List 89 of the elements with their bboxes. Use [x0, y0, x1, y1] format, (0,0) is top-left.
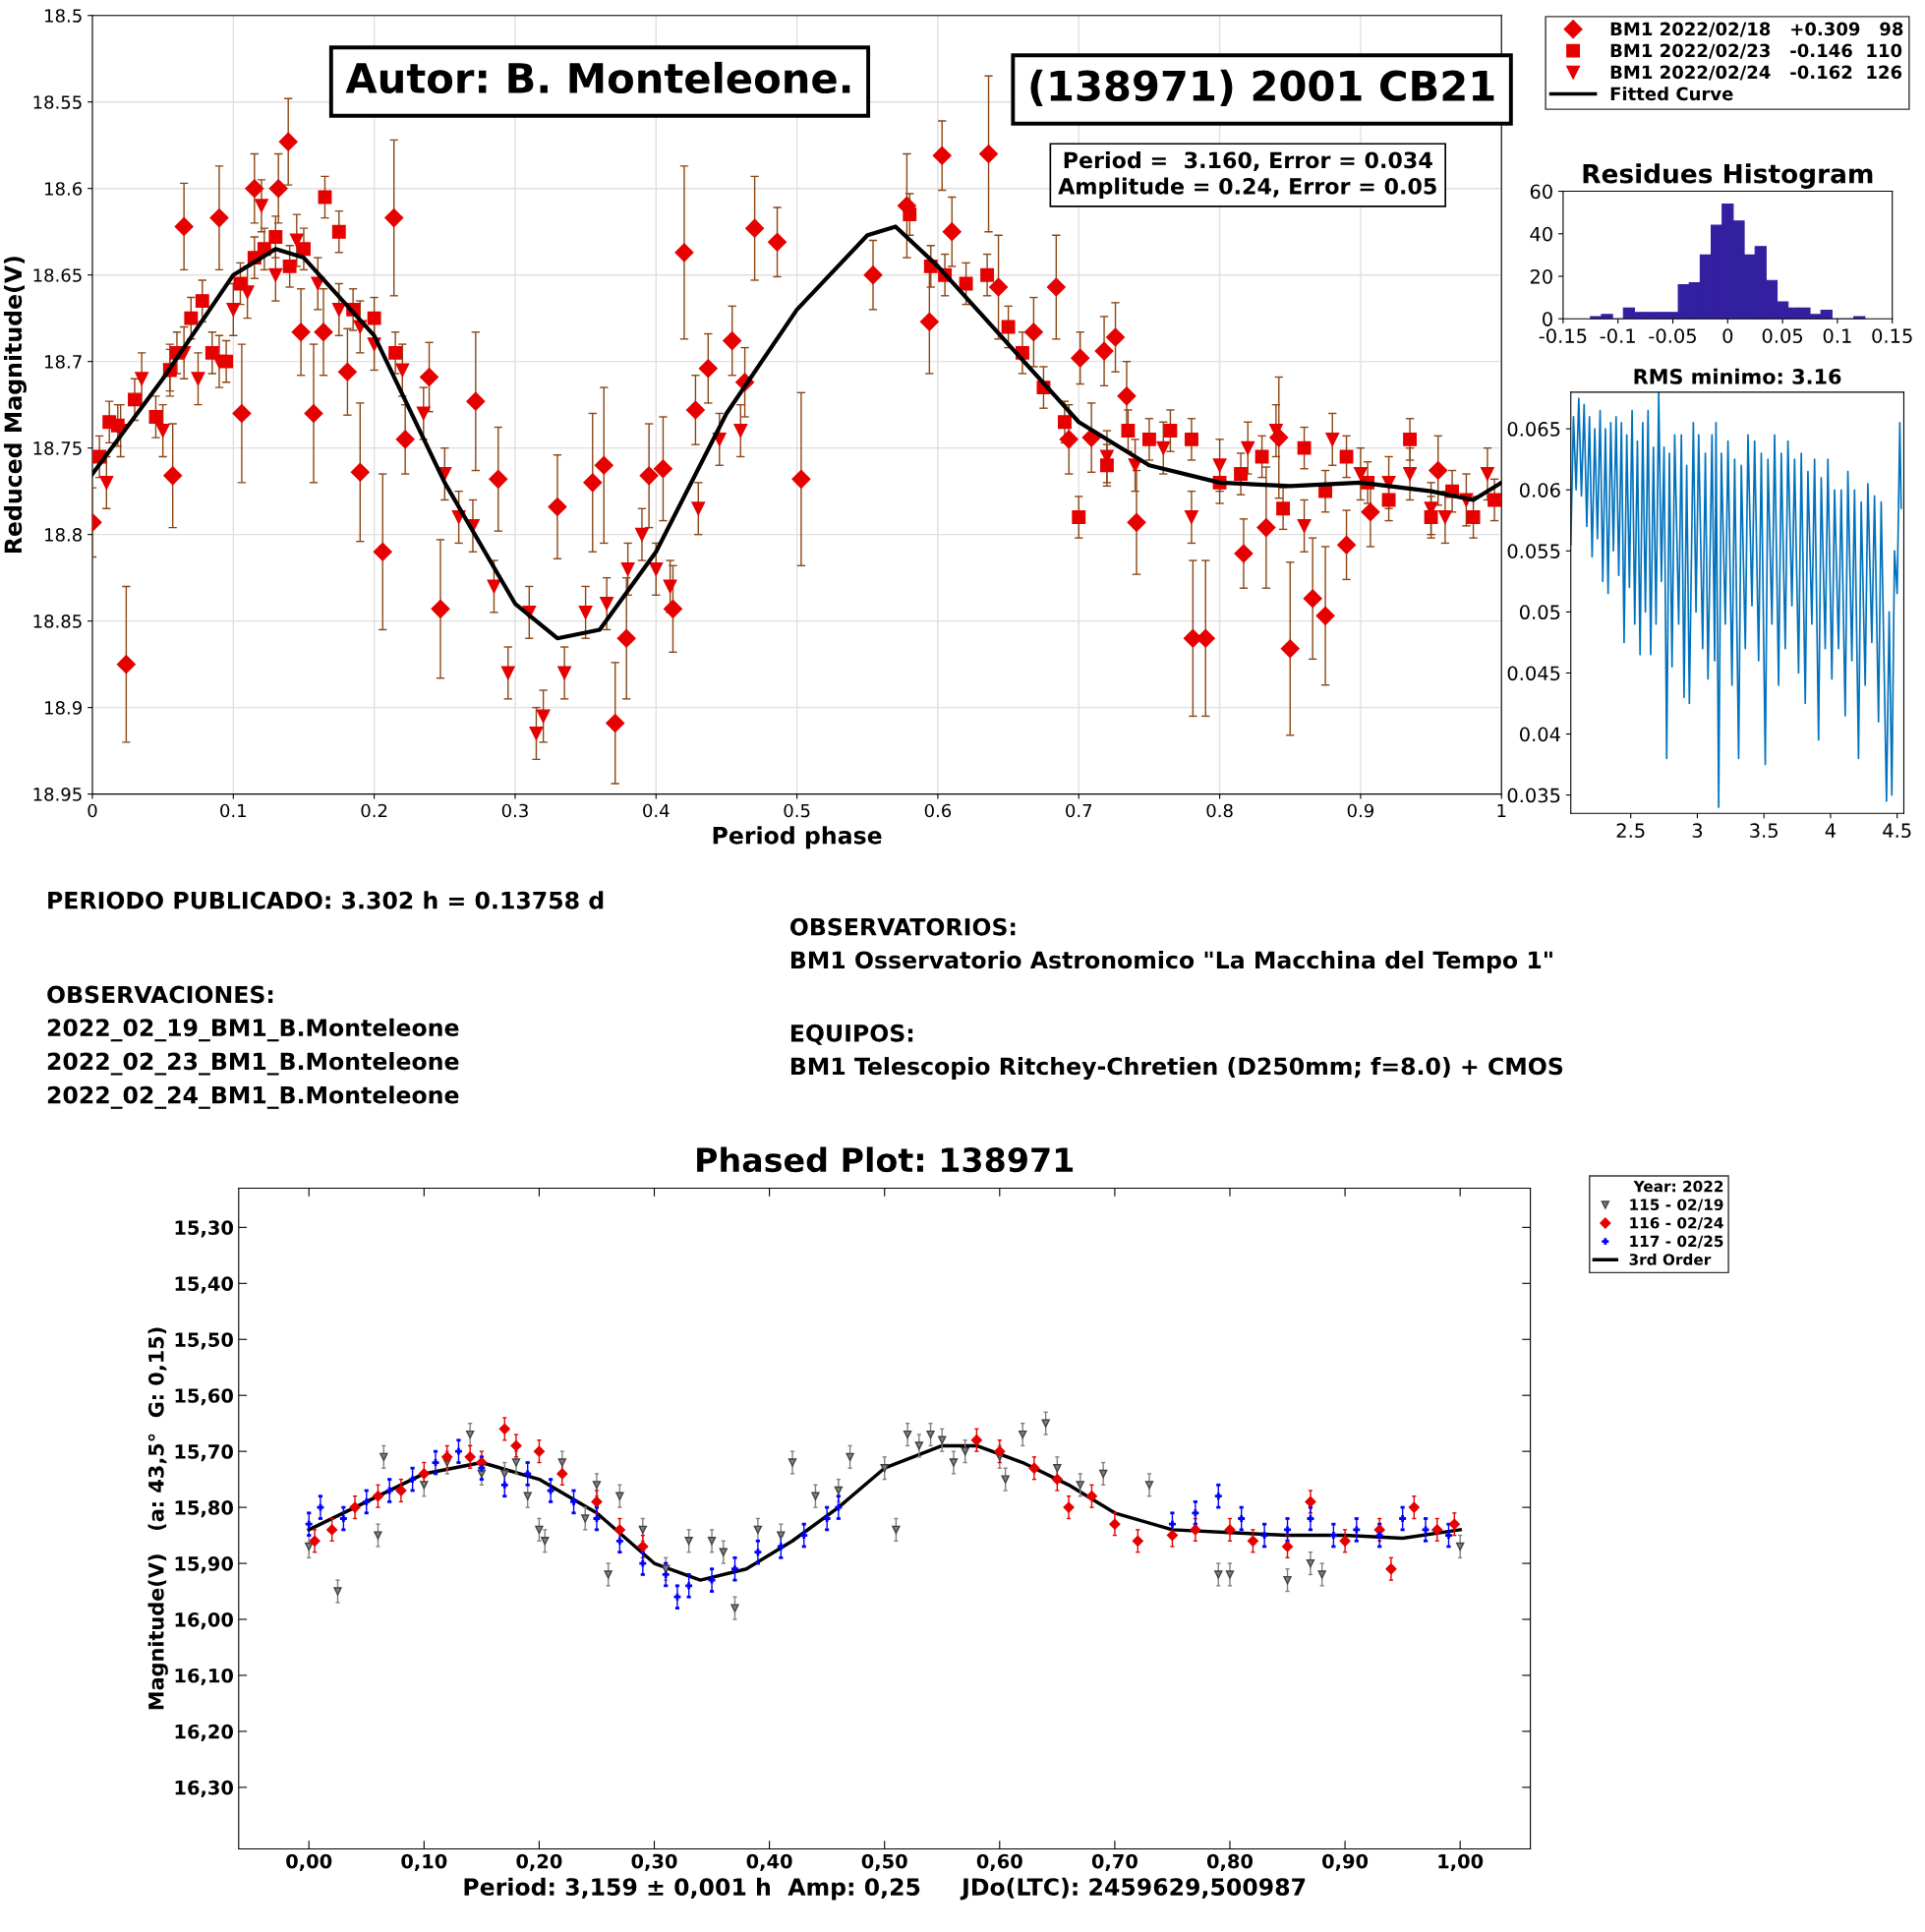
x-tick-label: -0.1 — [1600, 328, 1635, 343]
x-tick-label: 0,80 — [1206, 1853, 1254, 1871]
legend-label: 3rd Order — [1629, 1253, 1712, 1265]
x-tick-label: 0,90 — [1322, 1853, 1369, 1871]
text: PERIODO PUBLICADO: 3.302 h = 0.13758 d — [48, 891, 604, 909]
x-tick-label: 0.7 — [1066, 803, 1092, 818]
y-tick-label: 18.9 — [45, 701, 82, 715]
legend-label: BM1 2022/02/23 -0.146 110 — [1610, 43, 1902, 59]
y-tick-label: 20 — [1530, 268, 1552, 284]
y-tick-label: 16,20 — [175, 1724, 233, 1742]
x-tick-label: 0,60 — [976, 1853, 1022, 1871]
x-tick-label: 0,50 — [861, 1853, 907, 1871]
y-tick-label: 60 — [1530, 184, 1552, 200]
text: EQUIPOS: BM1 Telescopio Ritchey-Chretien (D250mm; f=8.0) + CMOS — [790, 1024, 1563, 1081]
x-tick-label: 1 — [1497, 803, 1506, 818]
x-tick-label: 0,00 — [286, 1853, 332, 1871]
y-axis-title: Magnitude(V) (a: 43,5° G: 0,15) — [147, 1327, 168, 1710]
x-tick-label: 0.2 — [361, 803, 387, 818]
x-tick-label: 3.5 — [1750, 823, 1778, 839]
x-tick-label: -0.05 — [1649, 328, 1696, 343]
y-tick-label: 15,40 — [175, 1276, 233, 1294]
annotation: Period = 3.160, Error = 0.034 Amplitude = 0.24, Error = 0.05 — [1058, 151, 1436, 200]
y-tick-label: 15,60 — [175, 1388, 233, 1406]
x-tick-label: 0.8 — [1206, 803, 1233, 818]
annotation: Autor: B. Monteleone. — [345, 61, 850, 94]
x-tick-label: 0.5 — [784, 803, 810, 818]
y-axis-title: Reduced Magnitude(V) — [3, 257, 28, 554]
x-tick-label: 3 — [1692, 823, 1703, 839]
y-tick-label: 40 — [1530, 226, 1552, 242]
x-axis-title: Period phase — [713, 826, 882, 849]
y-tick-label: 15,90 — [175, 1556, 233, 1574]
y-tick-label: 18.6 — [45, 182, 83, 196]
legend-label: Fitted Curve — [1610, 87, 1733, 101]
x-tick-label: 0.1 — [1823, 328, 1851, 343]
y-tick-label: 18.8 — [45, 528, 83, 542]
y-tick-label: 18.5 — [45, 9, 82, 23]
y-tick-label: 0.045 — [1507, 666, 1560, 681]
legend-label: BM1 2022/02/24 -0.162 126 — [1610, 65, 1902, 81]
x-tick-label: 0,10 — [401, 1853, 447, 1871]
y-tick-label: 0.04 — [1519, 727, 1560, 742]
y-tick-label: 18.75 — [33, 441, 82, 455]
y-tick-label: 16,10 — [175, 1668, 233, 1686]
x-tick-label: 0.1 — [220, 803, 246, 818]
y-tick-label: 18.7 — [45, 355, 82, 369]
x-tick-label: 0.15 — [1872, 328, 1912, 343]
x-tick-label: 0.3 — [501, 803, 528, 818]
x-tick-label: 4.5 — [1883, 823, 1911, 839]
legend-label: 116 - 02/24 — [1630, 1217, 1723, 1230]
x-tick-label: 0.4 — [643, 803, 670, 818]
y-tick-label: 0.06 — [1519, 483, 1560, 498]
x-tick-label: 0 — [88, 803, 97, 818]
legend-label: BM1 2022/02/18 +0.309 98 — [1610, 22, 1903, 37]
x-tick-label: 0,20 — [516, 1853, 562, 1871]
y-tick-label: 18.55 — [33, 95, 82, 109]
y-tick-label: 0.055 — [1507, 544, 1560, 558]
x-tick-label: 0,40 — [746, 1853, 792, 1871]
y-tick-label: 16,00 — [175, 1611, 233, 1630]
text: OBSERVATORIOS: BM1 Osservatorio Astronomico "La Macchina del Tempo 1" — [789, 917, 1552, 973]
x-tick-label: 1,00 — [1438, 1853, 1484, 1871]
y-tick-label: 0.035 — [1507, 788, 1560, 803]
x-tick-label: 0,30 — [631, 1853, 677, 1871]
y-tick-label: 0 — [1543, 312, 1552, 326]
chart-title: RMS minimo: 3.16 — [1634, 368, 1841, 384]
x-tick-label: 4 — [1825, 823, 1837, 838]
legend-label: 115 - 02/19 — [1630, 1199, 1723, 1212]
y-tick-label: 15,30 — [175, 1220, 233, 1238]
y-tick-label: 18.85 — [33, 615, 82, 628]
x-tick-label: 0.6 — [924, 803, 952, 818]
y-tick-label: 18.65 — [33, 268, 82, 282]
chart-title: Phased Plot: 138971 — [697, 1146, 1074, 1173]
y-tick-label: 0.05 — [1519, 605, 1560, 620]
x-tick-label: 2.5 — [1616, 823, 1645, 839]
y-tick-label: 15,80 — [175, 1500, 233, 1518]
x-tick-label: 0 — [1722, 328, 1733, 343]
x-axis-title: Period: 3,159 ± 0,001 h Amp: 0,25 JDo(LTC): 2459629,500987 — [464, 1877, 1306, 1901]
y-tick-label: 18.95 — [33, 788, 82, 801]
y-tick-label: 15,70 — [175, 1444, 233, 1462]
text: OBSERVACIONES: 2022_02_19_BM1_B.Monteleone 2022_02_23_BM1_B.Monteleone 2022_02_24_BM1_B.Monteleone — [47, 985, 459, 1109]
y-tick-label: 16,30 — [175, 1780, 233, 1798]
x-tick-label: 0.9 — [1347, 803, 1373, 818]
x-tick-label: 0,70 — [1091, 1853, 1138, 1871]
legend-label: 117 - 02/25 — [1630, 1235, 1723, 1249]
x-tick-label: 0.05 — [1762, 328, 1803, 343]
chart-title: Residues Histogram — [1583, 163, 1873, 189]
annotation: (138971) 2001 CB21 — [1030, 69, 1494, 106]
y-tick-label: 15,50 — [175, 1332, 233, 1350]
legend-title: Year: 2022 — [1633, 1180, 1723, 1193]
x-tick-label: -0.15 — [1539, 328, 1587, 343]
y-tick-label: 0.065 — [1507, 422, 1560, 437]
